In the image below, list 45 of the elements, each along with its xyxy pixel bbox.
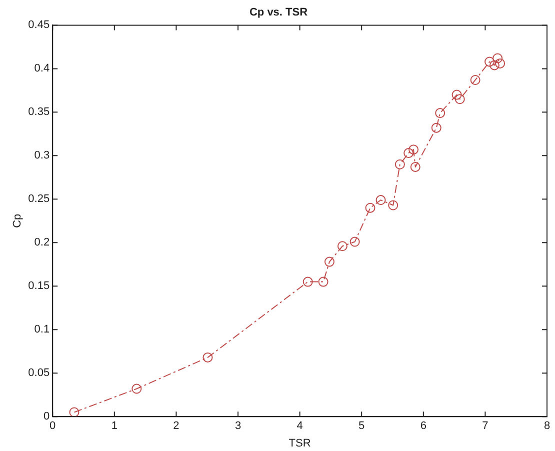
point [470,74,480,85]
x-tick-label: 5 [358,420,365,432]
x-tick-label: 4 [296,420,303,432]
point [350,236,360,247]
point [318,276,328,287]
point [454,94,465,104]
point [452,90,462,100]
y-tick-label: 0.1 [34,324,50,336]
y-tick-label: 0.45 [28,19,50,32]
chart-title: Cp vs. TSR [249,6,308,19]
y-tick-label: 0.4 [34,62,50,75]
x-axis-title: TSR [288,437,311,450]
x-tick-label: 1 [111,420,118,432]
point [484,56,495,67]
y-tick-label: 0.15 [28,280,50,292]
point [495,58,506,68]
point [376,195,386,206]
point [324,256,334,267]
point [69,407,80,417]
point [489,60,500,70]
x-tick-label: 2 [173,420,180,432]
point [337,241,348,252]
y-tick-label: 0.35 [28,106,50,118]
x-tick-label: 7 [482,420,488,432]
point [410,162,420,172]
point [394,159,405,170]
point [408,144,419,155]
x-tick-label: 8 [544,420,550,432]
y-tick-label: 0.2 [34,236,50,249]
x-tick-label: 6 [420,420,426,432]
point [388,200,398,210]
point [492,53,503,64]
y-tick-label: 0.05 [28,367,50,380]
point [435,108,446,118]
y-tick-label: 0.3 [34,150,50,162]
x-tick-label: 3 [234,420,242,432]
y-tick-label: 0.25 [28,193,50,206]
point [404,148,414,158]
y-tick-label: 0 [43,410,50,423]
y-axis-title: Cp [12,214,24,228]
point [202,352,213,362]
point [302,276,313,287]
point [132,384,142,394]
point [365,202,376,213]
point [431,122,442,133]
